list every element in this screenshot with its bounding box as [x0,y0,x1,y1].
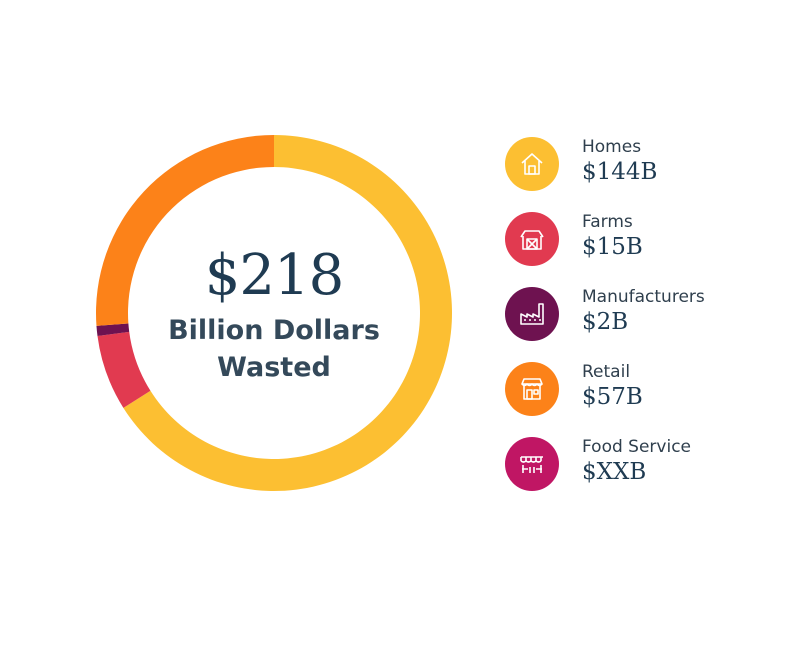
factory-icon [505,287,559,341]
legend-item-food-service: Food Service $XXB [505,437,795,512]
legend-label: Food Service [582,437,691,457]
house-icon [505,137,559,191]
legend-item-farms: Farms $15B [505,212,795,287]
legend-label: Farms [582,212,633,232]
donut-center-label: $218 Billion Dollars Wasted [154,240,394,386]
slice-farms [97,331,151,408]
storefront-icon [505,362,559,416]
legend-item-manufacturers: Manufacturers $2B [505,287,795,362]
legend-value: $XXB [582,459,647,485]
legend: Homes $144B Farms $15B Manufacturers $2B [505,137,795,512]
legend-label: Manufacturers [582,287,705,307]
legend-item-retail: Retail $57B [505,362,795,437]
legend-item-homes: Homes $144B [505,137,795,212]
barn-icon [505,212,559,266]
food-stall-icon [505,437,559,491]
total-amount: $218 [204,243,345,308]
legend-value: $15B [582,234,643,260]
legend-label: Retail [582,362,631,382]
slice-manufacturers [96,323,130,337]
legend-value: $57B [582,384,643,410]
legend-value: $144B [582,159,658,185]
total-caption: Billion Dollars Wasted [168,315,380,383]
legend-label: Homes [582,137,642,157]
legend-value: $2B [582,309,629,335]
slice-retail [95,135,274,326]
